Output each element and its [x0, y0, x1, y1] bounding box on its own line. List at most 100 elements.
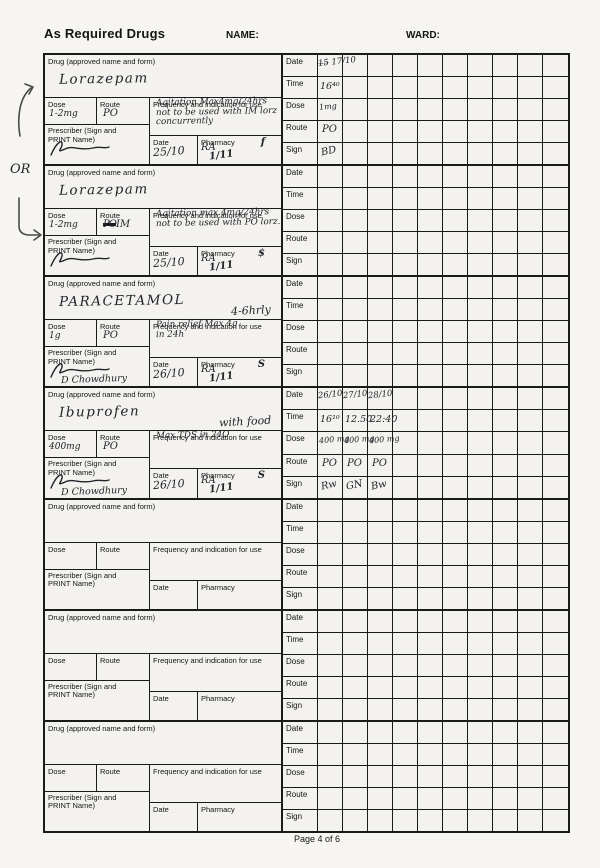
admin-cell	[443, 521, 468, 543]
admin-cell	[418, 632, 443, 654]
prescriber-field: Prescriber (Sign and PRINT Name)	[45, 236, 150, 276]
admin-cell	[493, 743, 518, 765]
route-entry: PO	[103, 108, 118, 119]
admin-entry-sign: Bw	[370, 478, 388, 493]
admin-cell	[368, 787, 393, 809]
admin-cell	[468, 698, 493, 720]
admin-cell	[418, 432, 443, 454]
ward-label: WARD:	[406, 30, 440, 41]
date-label: Date	[153, 138, 169, 147]
admin-cell: 400 mg	[318, 432, 350, 454]
admin-cell	[443, 809, 468, 831]
dose-entry: 1-2mg	[49, 109, 78, 119]
date-label: Date	[153, 804, 169, 814]
admin-cell	[393, 432, 418, 454]
admin-cell: 1̶5̶ 17/10	[318, 55, 356, 77]
as-required-drugs-table: Drug (approved name and form) Lorazepam …	[43, 53, 570, 833]
admin-cell	[318, 765, 343, 787]
admin-cell	[443, 676, 468, 698]
admin-route-label: Route	[283, 787, 318, 809]
admin-date-label: Date	[283, 55, 318, 77]
admin-cell: Rw	[318, 476, 343, 498]
admin-cell	[418, 410, 443, 432]
drug-name-field: Drug (approved name and form)	[45, 500, 281, 543]
admin-cell	[418, 476, 443, 498]
admin-cell	[493, 610, 518, 632]
prescriber-field: Prescriber (Sign and PRINT Name)	[45, 791, 150, 831]
admin-route-row: Route	[283, 232, 568, 255]
pharmacy-mark-entry: S	[257, 470, 265, 482]
admin-date-row: Date 26/10 27/10 28/10	[283, 388, 568, 411]
drug-block: Drug (approved name and form) Dose Route	[45, 610, 568, 722]
admin-cell	[518, 432, 543, 454]
prescriber-label: Prescriber (Sign and PRINT Name)	[48, 459, 117, 477]
admin-cell	[468, 410, 493, 432]
admin-sign-row: Sign Rw GN Bw	[283, 476, 568, 498]
name-label: NAME:	[226, 30, 259, 41]
route-struck-entry: PO	[103, 219, 117, 231]
admin-cell	[343, 587, 368, 609]
admin-cell	[493, 809, 518, 831]
admin-cell	[318, 809, 343, 831]
route-field: Route PO	[97, 320, 150, 347]
admin-cell	[493, 210, 518, 232]
admin-date-row: Date 1̶5̶ 17/10	[283, 55, 568, 78]
prescriber-field: Prescriber (Sign and PRINT Name)	[45, 680, 150, 720]
admin-cell	[393, 210, 418, 232]
admin-date-label: Date	[283, 166, 318, 188]
admin-cell	[443, 77, 468, 99]
admin-cell	[318, 654, 343, 676]
admin-cell	[443, 565, 468, 587]
frequency-entry-line	[156, 764, 281, 766]
admin-cell	[543, 500, 568, 521]
admin-cell	[518, 277, 543, 299]
administration-grid: Date Time Dose Route Sign	[283, 610, 568, 720]
dose-label: Dose	[48, 100, 66, 109]
admin-cell	[493, 587, 518, 609]
admin-cell	[493, 277, 518, 299]
admin-cell	[543, 655, 568, 676]
admin-cell	[368, 343, 393, 365]
admin-cell	[518, 698, 543, 720]
admin-cell	[493, 476, 518, 498]
admin-cell	[318, 188, 343, 210]
admin-cell	[343, 299, 368, 321]
admin-cell	[468, 365, 493, 387]
admin-cell	[518, 143, 543, 165]
admin-cell	[493, 410, 518, 432]
admin-cell	[493, 432, 518, 454]
admin-cell: PO	[343, 454, 368, 476]
admin-cell	[368, 743, 393, 765]
admin-sign-row: Sign	[283, 254, 568, 276]
drug-name-entry: PARACETAMOL	[58, 292, 186, 311]
prescription-date-field: Date 26/10	[150, 469, 198, 498]
admin-date-row: Date	[283, 721, 568, 744]
pharmacy-label: Pharmacy	[201, 360, 235, 370]
admin-cell	[318, 632, 343, 654]
admin-cell	[518, 587, 543, 609]
frequency-entry-line	[156, 653, 281, 655]
admin-cell	[443, 365, 468, 387]
admin-time-label: Time	[283, 299, 318, 321]
admin-route-row: Route	[283, 676, 568, 699]
admin-time-row: Time 16⁴⁰	[283, 77, 568, 100]
admin-date-row: Date	[283, 277, 568, 300]
admin-cell	[393, 565, 418, 587]
admin-cell	[543, 744, 568, 765]
admin-cell	[518, 499, 543, 521]
admin-cell	[393, 521, 418, 543]
admin-cell	[393, 166, 418, 188]
admin-time-row: Time	[283, 299, 568, 322]
prescription-detail-area: Dose Route Prescriber (Sign and PRINT Na…	[45, 542, 281, 609]
admin-cell: GN	[343, 476, 368, 498]
drug-field-label: Drug (approved name and form)	[48, 168, 156, 178]
admin-cell	[468, 565, 493, 587]
dose-label: Dose	[48, 766, 66, 776]
admin-sign-row: Sign	[283, 365, 568, 387]
admin-cell	[518, 721, 543, 743]
date-label: Date	[153, 693, 169, 703]
pharmacy-date-entry: 1/11	[208, 259, 235, 274]
admin-cell	[343, 743, 368, 765]
admin-cell	[443, 166, 468, 188]
drug-name-entry: Lorazepam	[58, 181, 149, 199]
